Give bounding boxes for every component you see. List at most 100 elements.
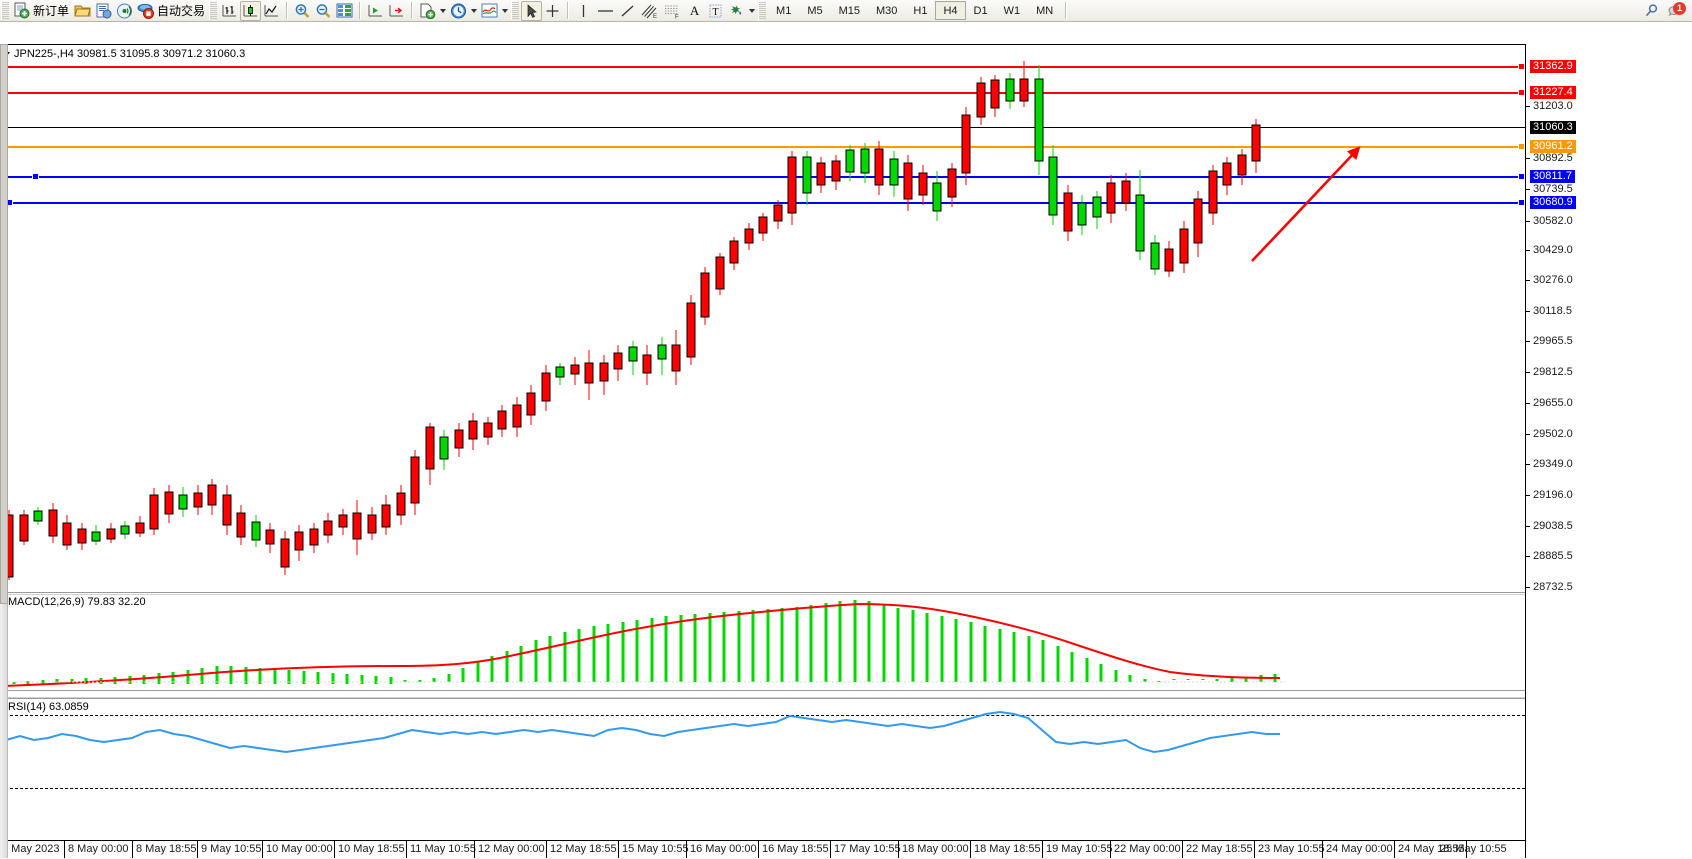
svg-text:E: E [653, 14, 657, 19]
rsi-level-80-line [0, 715, 1525, 716]
zoom-out-button[interactable] [313, 1, 334, 21]
timeframe-mn[interactable]: MN [1036, 5, 1054, 17]
timeframe-h4[interactable]: H4 [935, 1, 966, 20]
timeframe-m30[interactable]: M30 [876, 5, 898, 17]
time-label-11: 16 May 18:55 [762, 843, 829, 855]
vertical-line-button[interactable] [573, 1, 594, 21]
rsi-indicator-label[interactable]: RSI(14) 63.0859 [6, 701, 91, 713]
timeframe-h1[interactable]: H1 [913, 5, 928, 17]
chart-window[interactable]: JPN225-,H4 30981.5 31095.8 30971.2 31060… [0, 22, 1692, 859]
toolbar-grip-2[interactable] [209, 1, 218, 20]
trend-arrow-annotation[interactable] [1240, 137, 1440, 277]
toolbar-separator-4 [567, 2, 570, 19]
horizontal-line-button[interactable] [594, 1, 617, 21]
candlestick-chart-button[interactable] [240, 0, 262, 21]
cursor-button[interactable] [521, 0, 543, 21]
toolbar-separator-3 [411, 2, 414, 19]
notifications-button[interactable]: 1 [1662, 1, 1688, 21]
time-label-16: 22 May 00:00 [1114, 843, 1181, 855]
price-line-handle-1[interactable] [1518, 63, 1525, 70]
line-chart-icon [264, 5, 279, 17]
price-line-handle-4[interactable] [1518, 173, 1525, 180]
price-label-31362-9[interactable]: 31362.9 [1530, 60, 1576, 73]
equidistant-channel-button[interactable]: E [638, 1, 661, 21]
text-button[interactable]: A [684, 1, 705, 21]
trendline-icon [621, 5, 634, 16]
price-tick-30892-5: 30892.5 [1533, 152, 1573, 164]
toolbar-separator-5 [1065, 2, 1068, 19]
notifications-count-badge: 1 [1673, 2, 1686, 15]
toolbar-grip-1[interactable] [1, 1, 9, 20]
time-label-13: 18 May 00:00 [902, 843, 969, 855]
zoom-in-button[interactable] [292, 1, 313, 21]
crosshair-button[interactable] [542, 1, 563, 21]
price-line-handle-2[interactable] [1518, 89, 1525, 96]
bar-chart-button[interactable] [219, 1, 240, 21]
period-chevron-down-icon[interactable] [471, 8, 478, 13]
new-order-label[interactable]: 新订单 [33, 3, 70, 18]
price-line-handle-4b[interactable] [32, 173, 39, 180]
price-label-30961-2[interactable]: 30961.2 [1530, 140, 1576, 153]
terminal-button[interactable] [93, 1, 114, 21]
line-chart-button[interactable] [261, 1, 282, 21]
search-button[interactable] [1641, 1, 1662, 21]
auto-trading-label[interactable]: 自动交易 [157, 3, 206, 18]
chart-shift-icon [368, 5, 383, 17]
price-tick-29196-0: 29196.0 [1533, 489, 1573, 501]
price-tick-29965-5: 29965.5 [1533, 335, 1573, 347]
toolbar-grip-4[interactable] [758, 1, 767, 20]
scrollbar-thumb[interactable] [0, 44, 8, 604]
crosshair-icon [546, 4, 559, 17]
price-line-handle-5[interactable] [1518, 199, 1525, 206]
templates-icon [481, 3, 498, 18]
time-label-19: 24 May 00:00 [1326, 843, 1393, 855]
time-label-5: 10 May 18:55 [338, 843, 405, 855]
timeframe-d1[interactable]: D1 [973, 5, 988, 17]
time-label-6: 11 May 10:55 [410, 843, 476, 855]
trendline-button[interactable] [617, 1, 638, 21]
toolbar-grip-3[interactable] [511, 1, 520, 20]
current-price-line[interactable] [0, 127, 1525, 128]
add-indicator-chevron-down-icon[interactable] [440, 8, 447, 13]
price-line-support-2[interactable] [0, 202, 1525, 204]
chart-shift-button[interactable] [365, 1, 386, 21]
shapes-chevron-down-icon[interactable] [749, 8, 756, 13]
templates-chevron-down-icon[interactable] [502, 8, 509, 13]
price-line-resistance-2[interactable] [0, 92, 1525, 94]
period-button[interactable] [448, 1, 469, 21]
folder-open-button[interactable] [72, 1, 93, 21]
price-line-resistance-1[interactable] [0, 66, 1525, 68]
chart-header: JPN225-,H4 30981.5 31095.8 30971.2 31060… [2, 48, 245, 60]
data-window-button[interactable] [334, 1, 355, 21]
chart-vertical-scrollbar[interactable] [0, 44, 8, 858]
price-label-30680-9[interactable]: 30680.9 [1530, 196, 1576, 209]
price-label-31227-4[interactable]: 31227.4 [1530, 86, 1576, 99]
timeframe-m5[interactable]: M5 [807, 5, 823, 17]
timeframe-w1[interactable]: W1 [1003, 5, 1021, 17]
bar-chart-icon [222, 5, 237, 17]
autotrading-icon [137, 3, 155, 19]
add-indicator-button[interactable] [417, 1, 438, 21]
new-order-button[interactable] [11, 1, 32, 21]
price-line-handle-3[interactable] [1518, 143, 1525, 150]
timeframe-m15[interactable]: M15 [838, 5, 860, 17]
price-line-support-1[interactable] [0, 176, 1525, 178]
text-label-button[interactable]: T [705, 1, 726, 21]
auto-scroll-button[interactable] [386, 1, 407, 21]
price-label-31060-3[interactable]: 31060.3 [1530, 121, 1576, 134]
fibonacci-button[interactable]: F [661, 1, 684, 21]
shapes-button[interactable] [726, 1, 747, 21]
rsi-level-15-line [0, 788, 1525, 789]
price-line-order-level[interactable] [0, 146, 1525, 148]
macd-indicator-label[interactable]: MACD(12,26,9) 79.83 32.20 [6, 596, 148, 608]
period-icon [451, 3, 467, 18]
signal-button[interactable] [114, 1, 135, 21]
price-label-30811-7[interactable]: 30811.7 [1530, 170, 1575, 183]
templates-button[interactable] [479, 1, 500, 21]
macd-panel-separator-top2 [0, 594, 1525, 595]
auto-trading-button[interactable] [135, 1, 156, 21]
time-axis[interactable]: 5 May 2023 8 May 00:00 8 May 18:55 9 May… [0, 840, 1525, 859]
timeframe-m1[interactable]: M1 [776, 5, 792, 17]
price-axis[interactable]: 31362.9 31227.4 31203.0 31060.3 30961.2 … [1525, 44, 1692, 858]
signal-icon [117, 3, 133, 18]
